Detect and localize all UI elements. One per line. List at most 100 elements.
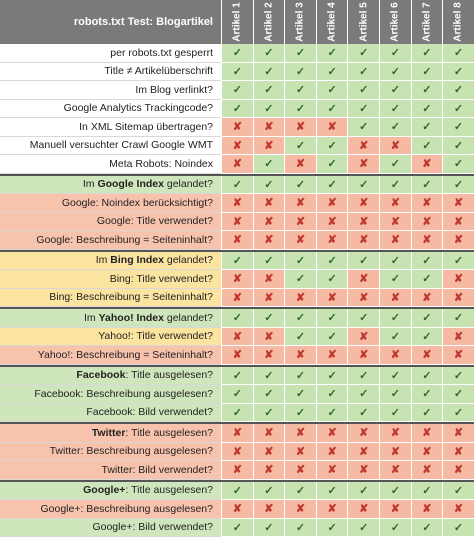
column-header-label: Artikel 4 (327, 2, 338, 41)
cross-icon: ✘ (221, 500, 253, 519)
row-label: Facebook: Bild verwendet? (0, 404, 221, 423)
cross-icon: ✘ (347, 328, 379, 347)
check-icon: ✓ (411, 519, 443, 537)
check-icon: ✓ (379, 404, 411, 423)
row-label: Twitter: Beschreibung ausgelesen? (0, 443, 221, 462)
cross-icon: ✘ (316, 213, 348, 232)
row-label: per robots.txt gesperrt (0, 44, 221, 63)
cross-icon: ✘ (347, 270, 379, 289)
cross-icon: ✘ (316, 118, 348, 137)
check-icon: ✓ (316, 137, 348, 156)
cross-icon: ✘ (253, 270, 285, 289)
check-icon: ✓ (379, 385, 411, 404)
cross-icon: ✘ (379, 424, 411, 443)
cross-icon: ✘ (284, 213, 316, 232)
cross-icon: ✘ (379, 137, 411, 156)
check-icon: ✓ (411, 309, 443, 328)
cross-icon: ✘ (379, 346, 411, 365)
cross-icon: ✘ (253, 424, 285, 443)
cross-icon: ✘ (442, 270, 474, 289)
check-icon: ✓ (379, 118, 411, 137)
check-icon: ✓ (347, 252, 379, 271)
row-label: Google: Beschreibung = Seiteninhalt? (0, 231, 221, 250)
row-label: Google: Title verwendet? (0, 213, 221, 232)
check-icon: ✓ (411, 176, 443, 195)
cross-icon: ✘ (221, 231, 253, 250)
table-row: Google+: Beschreibung ausgelesen?✘✘✘✘✘✘✘… (0, 500, 474, 519)
check-icon: ✓ (442, 63, 474, 82)
cross-icon: ✘ (379, 289, 411, 308)
cross-icon: ✘ (411, 424, 443, 443)
check-icon: ✓ (316, 385, 348, 404)
cross-icon: ✘ (347, 155, 379, 174)
check-icon: ✓ (284, 63, 316, 82)
cross-icon: ✘ (347, 500, 379, 519)
check-icon: ✓ (316, 100, 348, 119)
check-icon: ✓ (221, 309, 253, 328)
check-icon: ✓ (284, 270, 316, 289)
check-icon: ✓ (253, 63, 285, 82)
check-icon: ✓ (316, 309, 348, 328)
cross-icon: ✘ (347, 461, 379, 480)
check-icon: ✓ (442, 482, 474, 501)
cross-icon: ✘ (253, 213, 285, 232)
column-header-artikel-5: Artikel 5 (347, 0, 379, 44)
cross-icon: ✘ (316, 289, 348, 308)
row-label: Google+: Beschreibung ausgelesen? (0, 500, 221, 519)
check-icon: ✓ (221, 100, 253, 119)
cross-icon: ✘ (347, 346, 379, 365)
check-icon: ✓ (253, 176, 285, 195)
cross-icon: ✘ (442, 213, 474, 232)
cross-icon: ✘ (379, 443, 411, 462)
cross-icon: ✘ (411, 155, 443, 174)
table-row: Bing: Title verwendet?✘✘✓✓✘✓✓✘ (0, 270, 474, 289)
column-header-label: Artikel 8 (453, 2, 464, 41)
cross-icon: ✘ (253, 231, 285, 250)
table-row: Im Blog verlinkt?✓✓✓✓✓✓✓✓ (0, 81, 474, 100)
cross-icon: ✘ (316, 500, 348, 519)
check-icon: ✓ (284, 137, 316, 156)
check-icon: ✓ (347, 519, 379, 537)
check-icon: ✓ (442, 137, 474, 156)
row-label: In XML Sitemap übertragen? (0, 118, 221, 137)
cross-icon: ✘ (411, 231, 443, 250)
cross-icon: ✘ (253, 194, 285, 213)
check-icon: ✓ (284, 404, 316, 423)
check-icon: ✓ (221, 404, 253, 423)
table-row: Manuell versuchter Crawl Google WMT✘✘✓✓✘… (0, 137, 474, 156)
check-icon: ✓ (442, 367, 474, 386)
check-icon: ✓ (221, 81, 253, 100)
check-icon: ✓ (316, 367, 348, 386)
cross-icon: ✘ (379, 213, 411, 232)
check-icon: ✓ (284, 176, 316, 195)
check-icon: ✓ (379, 100, 411, 119)
check-icon: ✓ (253, 385, 285, 404)
cross-icon: ✘ (379, 231, 411, 250)
cross-icon: ✘ (411, 289, 443, 308)
table-row: Meta Robots: Noindex✘✓✘✓✘✓✘✓ (0, 155, 474, 174)
cross-icon: ✘ (442, 443, 474, 462)
check-icon: ✓ (221, 44, 253, 63)
column-header-artikel-1: Artikel 1 (221, 0, 253, 44)
check-icon: ✓ (379, 482, 411, 501)
check-icon: ✓ (411, 404, 443, 423)
cross-icon: ✘ (442, 328, 474, 347)
row-label: Im Bing Index gelandet? (0, 252, 221, 271)
table-row: Im Google Index gelandet?✓✓✓✓✓✓✓✓ (0, 176, 474, 195)
row-label: Meta Robots: Noindex (0, 155, 221, 174)
check-icon: ✓ (284, 482, 316, 501)
check-icon: ✓ (316, 328, 348, 347)
check-icon: ✓ (442, 176, 474, 195)
check-icon: ✓ (379, 81, 411, 100)
check-icon: ✓ (347, 385, 379, 404)
cross-icon: ✘ (442, 461, 474, 480)
column-header-artikel-4: Artikel 4 (316, 0, 348, 44)
cross-icon: ✘ (411, 213, 443, 232)
check-icon: ✓ (379, 44, 411, 63)
column-header-label: Artikel 5 (358, 2, 369, 41)
row-label: Google+: Title ausgelesen? (0, 482, 221, 501)
cross-icon: ✘ (347, 231, 379, 250)
check-icon: ✓ (442, 44, 474, 63)
table-row: Google: Noindex berücksichtigt?✘✘✘✘✘✘✘✘ (0, 194, 474, 213)
table-row: per robots.txt gesperrt✓✓✓✓✓✓✓✓ (0, 44, 474, 63)
